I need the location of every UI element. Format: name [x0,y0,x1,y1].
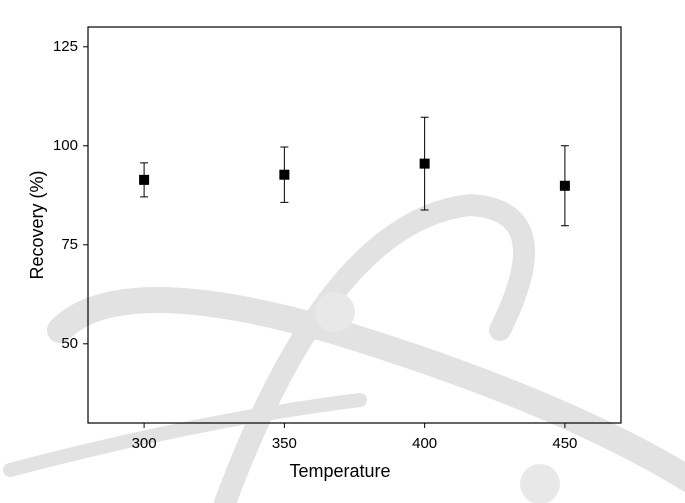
y-axis-title: Recovery (%) [27,170,47,279]
data-point [279,169,290,180]
x-tick-label: 400 [412,435,437,452]
y-tick-label: 50 [61,335,78,352]
x-tick-label: 350 [272,435,297,452]
x-tick-label: 450 [552,435,577,452]
watermark [3,193,685,503]
y-tick-label: 100 [53,137,78,154]
plot-frame [87,26,622,424]
y-tick-label: 125 [53,38,78,55]
data-point [559,180,570,191]
data-point [139,174,150,185]
data-point [419,158,430,169]
y-tick-label: 75 [61,236,78,253]
x-tick-label: 300 [132,435,157,452]
x-axis-title: Temperature [289,461,390,481]
